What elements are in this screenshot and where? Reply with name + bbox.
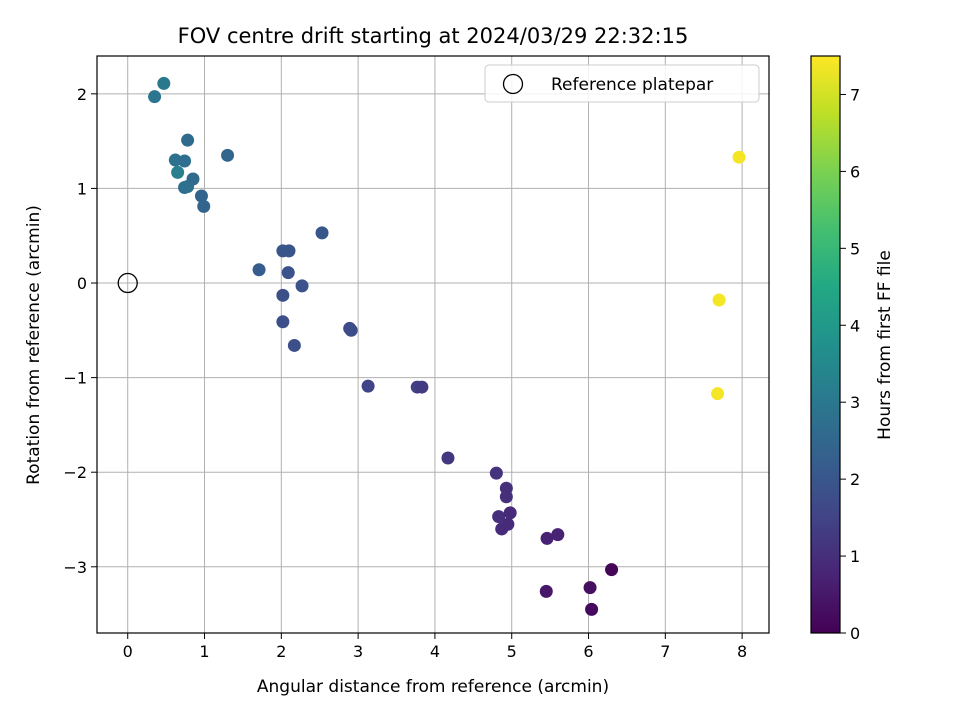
colorbar-tick-label: 4 <box>850 316 860 335</box>
legend-marker-reference <box>502 73 524 95</box>
data-point <box>441 451 455 465</box>
colorbar-tick-label: 6 <box>850 162 860 181</box>
colorbar-frame <box>810 55 841 634</box>
chart-title: FOV centre drift starting at 2024/03/29 … <box>178 24 689 48</box>
y-tick-label: 1 <box>77 179 87 198</box>
y-tick-label: −2 <box>63 463 87 482</box>
x-tick-label: 2 <box>276 642 286 661</box>
x-axis-label: Angular distance from reference (arcmin) <box>257 677 609 697</box>
data-point <box>178 154 192 168</box>
data-point <box>551 528 565 542</box>
data-point <box>489 466 503 480</box>
data-point <box>287 338 301 352</box>
data-point <box>344 323 358 337</box>
legend-box <box>484 64 760 103</box>
data-point <box>194 189 208 203</box>
data-point <box>605 563 619 577</box>
legend-label-reference: Reference platepar <box>551 75 713 95</box>
grid-lines <box>97 56 769 633</box>
data-point <box>492 510 506 524</box>
x-tick-label: 8 <box>737 642 747 661</box>
data-point <box>276 288 290 302</box>
data-point <box>315 226 329 240</box>
data-point <box>252 263 266 277</box>
data-point <box>197 199 211 213</box>
x-tick-label: 5 <box>507 642 517 661</box>
y-tick-label: −1 <box>63 369 87 388</box>
colorbar-tick-label: 2 <box>850 470 860 489</box>
data-point <box>171 165 185 179</box>
colorbar-tick-label: 5 <box>850 239 860 258</box>
data-point <box>221 148 235 162</box>
colorbar-tick-label: 3 <box>850 393 860 412</box>
data-point <box>295 279 309 293</box>
data-point <box>583 581 597 595</box>
data-point <box>415 380 429 394</box>
colorbar-gradient <box>811 56 840 633</box>
data-point <box>148 90 162 104</box>
y-tick-label: −3 <box>63 558 87 577</box>
x-tick-label: 0 <box>123 642 133 661</box>
colorbar-tick-label: 7 <box>850 85 860 104</box>
plot-frame <box>96 55 770 634</box>
y-tick-label: 0 <box>77 274 87 293</box>
x-tick-label: 3 <box>353 642 363 661</box>
data-point <box>186 172 200 186</box>
y-tick-label: 2 <box>77 85 87 104</box>
data-point <box>732 150 746 164</box>
data-point <box>499 490 513 504</box>
legend: Reference platepar <box>484 64 760 103</box>
data-point <box>495 522 509 536</box>
data-point <box>157 76 171 90</box>
colorbar: 0 1 2 3 4 5 6 7 Hours from first FF file <box>810 55 895 643</box>
data-point <box>181 133 195 147</box>
data-point <box>281 266 295 280</box>
data-point <box>712 293 726 307</box>
reference-marker-layer <box>117 272 138 294</box>
data-point <box>711 387 725 401</box>
colorbar-tick-label: 1 <box>850 547 860 566</box>
data-point <box>361 379 375 393</box>
x-axis-ticks: 0 1 2 3 4 5 6 7 8 <box>123 633 747 661</box>
y-axis-label: Rotation from reference (arcmin) <box>24 205 44 485</box>
x-tick-label: 6 <box>583 642 593 661</box>
x-tick-label: 4 <box>430 642 440 661</box>
colorbar-label: Hours from first FF file <box>875 250 895 440</box>
x-tick-label: 1 <box>199 642 209 661</box>
y-axis-ticks: −3 −2 −1 0 1 2 <box>63 85 97 577</box>
reference-platepar-marker <box>117 272 138 294</box>
data-point <box>539 584 553 598</box>
data-point <box>282 244 296 258</box>
data-point <box>540 531 554 545</box>
data-point <box>276 315 290 329</box>
colorbar-ticks: 0 1 2 3 4 5 6 7 <box>840 85 860 643</box>
x-tick-label: 7 <box>660 642 670 661</box>
colorbar-tick-label: 0 <box>850 624 860 643</box>
data-point <box>585 602 599 616</box>
data-points <box>148 76 746 616</box>
data-point <box>503 506 517 520</box>
